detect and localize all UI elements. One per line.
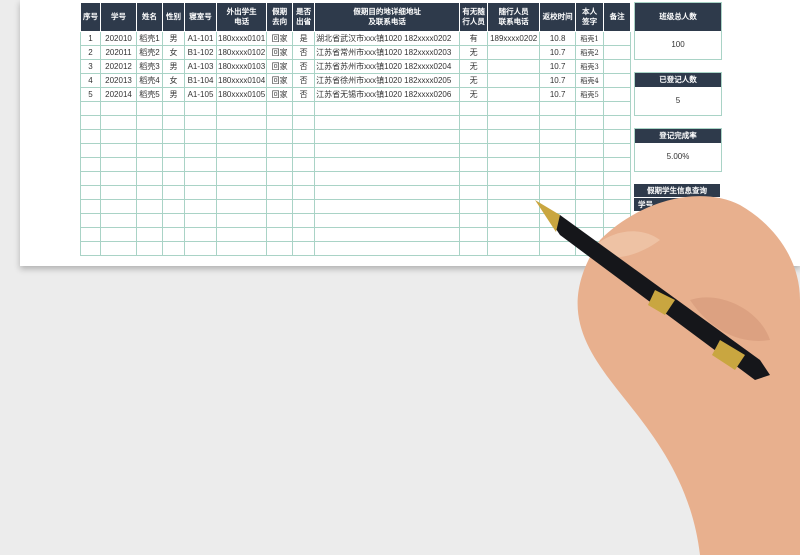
stat-label: 已登记人数 (635, 73, 721, 87)
column-header: 有无随 行人员 (459, 2, 489, 32)
column-header: 假期 去向 (266, 2, 294, 32)
stat-registered-panel: 已登记人数 5 (634, 72, 722, 116)
table-row: 1 202010 稻壳1 男 A1-101 180xxxx0101 回家是湖北省武汉市xxx… (80, 31, 632, 46)
column-header: 性别 (162, 2, 185, 32)
column-header: 备注 (603, 2, 632, 32)
column-header: 本人 签字 (575, 2, 605, 32)
stat-label: 班级总人数 (635, 3, 721, 31)
stat-value[interactable]: 5.00% (666, 152, 690, 161)
stat-value[interactable]: 5 (675, 96, 681, 105)
column-header: 学号 (100, 2, 137, 32)
table-row (80, 101, 632, 116)
column-header: 外出学生 电话 (215, 2, 268, 32)
table-row (80, 185, 632, 200)
column-header: 返校时间 (539, 2, 577, 32)
table-cell[interactable] (215, 241, 268, 256)
table-row: 2 202011 稻壳2 女 B1-102 180xxxx0102 回家否江苏省常州市xxx… (80, 45, 632, 60)
table-row (80, 213, 632, 228)
column-header: 姓名 (136, 2, 163, 32)
column-header: 假期目的地详细地址 及联系电话 (314, 2, 461, 32)
table-row: 4 202013 稻壳4 女 B1-104 180xxxx0104 回家否江苏省徐州市xxx… (80, 73, 632, 88)
query-label: 假期学生信息查询 (634, 184, 720, 197)
registration-table: 序号 学号 姓名 性别 寝室号 外出学生 电话 假期 去向 是否 出省 假期目的地详细地址 及联… (80, 2, 632, 256)
column-header: 是否 出省 (292, 2, 316, 32)
table-row: 5 202014 稻壳5 男 A1-105 180xxxx0105 回家否江苏省无锡市xxx… (80, 87, 632, 102)
column-header: 寝室号 (184, 2, 217, 32)
stat-value[interactable]: 100 (671, 40, 685, 49)
stat-rate-panel: 登记完成率 5.00% (634, 128, 722, 172)
table-row (80, 129, 632, 144)
header-row: 序号 学号 姓名 性别 寝室号 外出学生 电话 假期 去向 是否 出省 假期目的地详细地址 及联… (80, 2, 632, 32)
stat-label: 登记完成率 (635, 129, 721, 143)
stat-total-panel: 班级总人数 100 (634, 2, 722, 60)
